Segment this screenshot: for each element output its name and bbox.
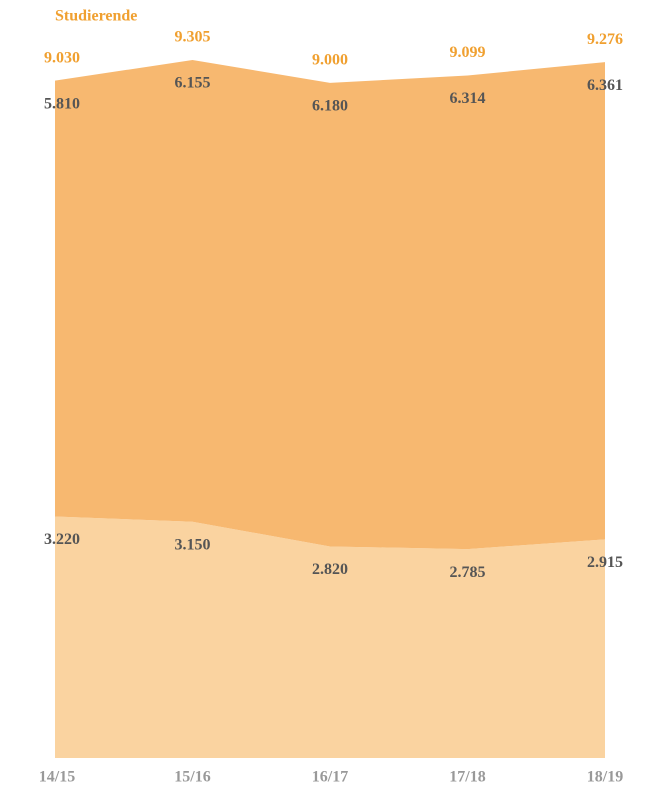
- x-tick-label: 18/19: [587, 769, 623, 786]
- x-tick-label: 17/18: [449, 769, 485, 786]
- total-label: 9.099: [450, 44, 486, 61]
- value-label: 6.361: [587, 77, 623, 94]
- total-label: 9.030: [44, 49, 80, 66]
- value-label: 2.785: [450, 564, 486, 581]
- value-label: 6.180: [312, 98, 348, 115]
- value-label: 6.155: [175, 75, 211, 92]
- value-label: 3.150: [175, 536, 211, 553]
- x-tick-label: 15/16: [174, 769, 210, 786]
- value-label: 6.314: [450, 90, 486, 107]
- chart-title: Studierende: [55, 8, 137, 25]
- total-label: 9.305: [175, 29, 211, 46]
- total-label: 9.276: [587, 31, 623, 48]
- value-label: 3.220: [44, 531, 80, 548]
- value-label: 5.810: [44, 95, 80, 112]
- x-tick-label: 16/17: [312, 769, 348, 786]
- value-label: 2.915: [587, 554, 623, 571]
- value-label: 2.820: [312, 561, 348, 578]
- area: [55, 516, 605, 758]
- x-tick-label: 14/15: [39, 769, 75, 786]
- total-label: 9.000: [312, 52, 348, 69]
- area: [55, 60, 605, 550]
